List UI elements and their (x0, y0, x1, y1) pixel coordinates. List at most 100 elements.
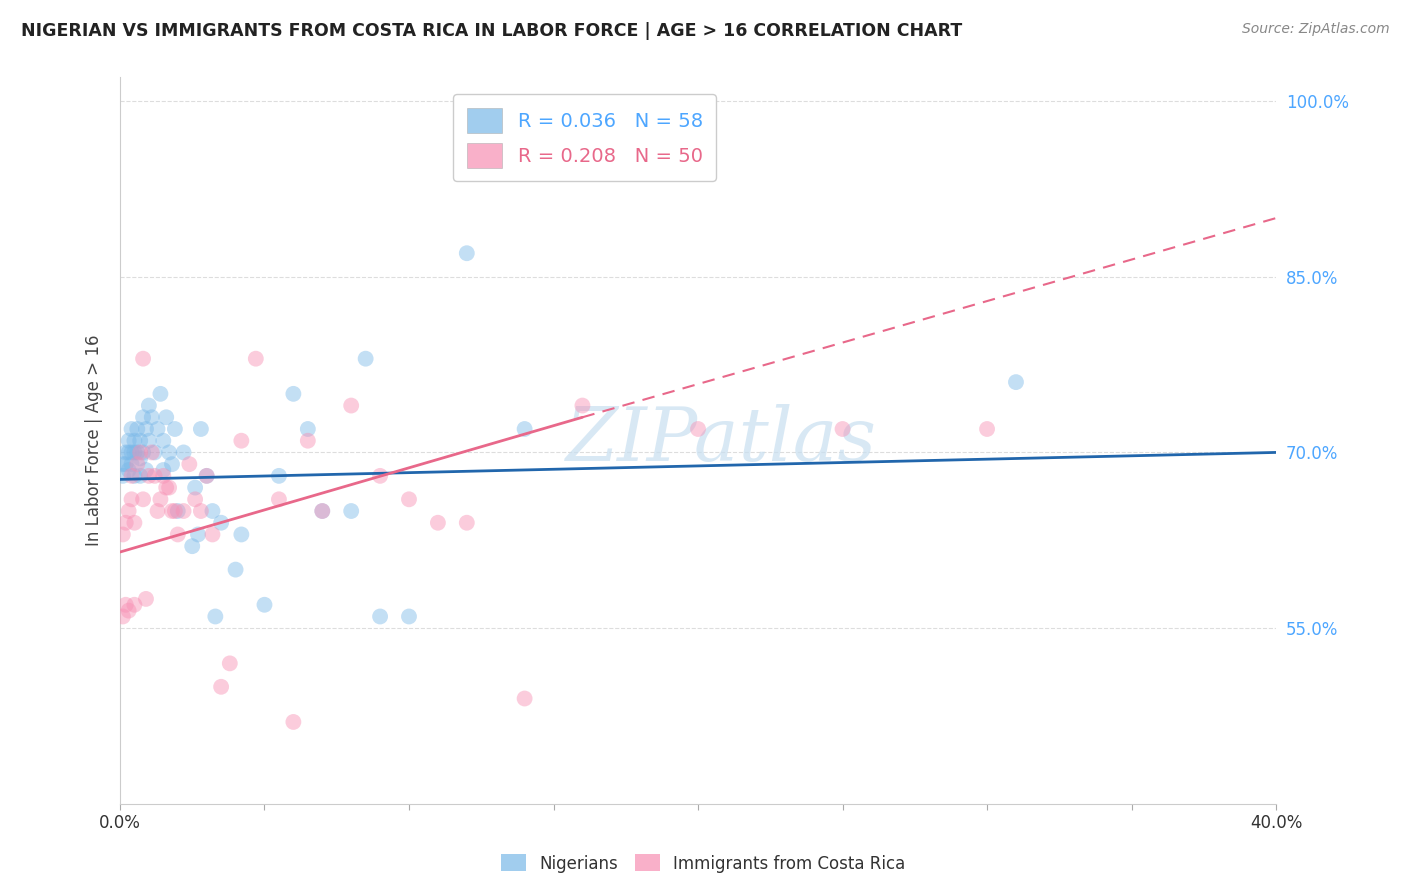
Point (111, 527, 134, 541)
Text: ZIPatlas: ZIPatlas (565, 404, 877, 477)
Point (225, 563, 247, 577)
Point (173, 504, 195, 518)
Point (149, 492, 172, 507)
Point (686, 422, 709, 436)
Point (195, 468, 218, 483)
Point (283, 714, 305, 729)
Point (181, 539, 204, 553)
Point (1005, 375, 1028, 389)
Point (132, 410, 155, 425)
Point (283, 387, 305, 401)
Point (132, 445, 155, 459)
Point (163, 504, 186, 518)
Point (160, 504, 183, 518)
Point (138, 399, 160, 413)
Point (127, 422, 149, 436)
Point (245, 351, 267, 366)
Point (456, 246, 478, 260)
Point (149, 387, 172, 401)
Point (117, 434, 139, 448)
Point (398, 609, 420, 624)
Point (117, 604, 139, 618)
Legend: R = 0.036   N = 58, R = 0.208   N = 50: R = 0.036 N = 58, R = 0.208 N = 50 (453, 95, 716, 181)
Point (152, 463, 174, 477)
Point (231, 527, 253, 541)
Point (184, 492, 207, 507)
Point (152, 468, 174, 483)
Point (571, 399, 593, 413)
Point (141, 445, 163, 459)
Point (340, 399, 363, 413)
Point (173, 445, 195, 459)
Point (127, 457, 149, 471)
Point (121, 422, 143, 436)
Point (143, 468, 166, 483)
Point (976, 422, 998, 436)
Point (143, 445, 166, 459)
Point (129, 445, 152, 459)
Point (209, 680, 232, 694)
Point (157, 481, 180, 495)
Point (111, 609, 134, 624)
Point (121, 445, 143, 459)
Point (157, 445, 180, 459)
Point (204, 609, 226, 624)
Y-axis label: In Labor Force | Age > 16: In Labor Force | Age > 16 (86, 335, 103, 547)
Point (195, 468, 218, 483)
Point (124, 445, 146, 459)
Point (117, 445, 139, 459)
Point (124, 468, 146, 483)
Point (129, 468, 152, 483)
Point (831, 422, 853, 436)
Point (135, 463, 157, 477)
Point (201, 527, 224, 541)
Point (135, 422, 157, 436)
Point (132, 492, 155, 507)
Text: Source: ZipAtlas.com: Source: ZipAtlas.com (1241, 22, 1389, 37)
Point (114, 516, 136, 530)
Point (114, 457, 136, 471)
Point (253, 598, 276, 612)
Point (141, 410, 163, 425)
Point (297, 434, 319, 448)
Point (121, 468, 143, 483)
Point (135, 591, 157, 606)
Point (513, 422, 536, 436)
Point (129, 434, 152, 448)
Text: NIGERIAN VS IMMIGRANTS FROM COSTA RICA IN LABOR FORCE | AGE > 16 CORRELATION CHA: NIGERIAN VS IMMIGRANTS FROM COSTA RICA I… (21, 22, 962, 40)
Point (152, 434, 174, 448)
Point (311, 504, 333, 518)
Point (160, 457, 183, 471)
Point (166, 527, 188, 541)
Point (166, 504, 188, 518)
Point (155, 410, 177, 425)
Point (297, 422, 319, 436)
Point (117, 463, 139, 477)
Point (190, 504, 212, 518)
Point (138, 434, 160, 448)
Point (111, 468, 134, 483)
Point (340, 504, 363, 518)
Point (129, 451, 152, 466)
Point (155, 481, 177, 495)
Point (426, 516, 449, 530)
Point (513, 691, 536, 706)
Point (267, 468, 290, 483)
Point (218, 657, 240, 671)
Point (138, 468, 160, 483)
Point (184, 481, 207, 495)
Point (124, 598, 146, 612)
Point (111, 457, 134, 471)
Point (124, 516, 146, 530)
Point (127, 445, 149, 459)
Point (201, 504, 224, 518)
Point (146, 504, 169, 518)
Point (121, 457, 143, 471)
Point (231, 434, 253, 448)
Point (267, 492, 290, 507)
Point (114, 598, 136, 612)
Point (117, 504, 139, 518)
Point (209, 516, 232, 530)
Legend: Nigerians, Immigrants from Costa Rica: Nigerians, Immigrants from Costa Rica (494, 847, 912, 880)
Point (187, 527, 209, 541)
